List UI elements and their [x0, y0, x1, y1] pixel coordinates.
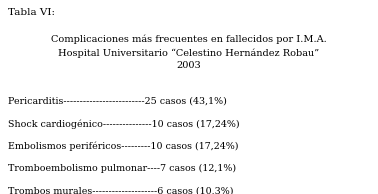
Text: Embolismos periféricos---------10 casos (17,24%): Embolismos periféricos---------10 casos …	[8, 142, 238, 151]
Text: Pericarditis-------------------------25 casos (43,1%): Pericarditis-------------------------25 …	[8, 97, 226, 106]
Text: Shock cardiogénico---------------10 casos (17,24%): Shock cardiogénico---------------10 caso…	[8, 119, 239, 129]
Text: Tabla VI:: Tabla VI:	[8, 8, 54, 17]
Text: Tromboembolismo pulmonar----7 casos (12,1%): Tromboembolismo pulmonar----7 casos (12,…	[8, 164, 236, 173]
Text: Trombos murales--------------------6 casos (10,3%): Trombos murales--------------------6 cas…	[8, 186, 233, 194]
Text: Complicaciones más frecuentes en fallecidos por I.M.A.
Hospital Universitario “C: Complicaciones más frecuentes en falleci…	[51, 35, 327, 70]
